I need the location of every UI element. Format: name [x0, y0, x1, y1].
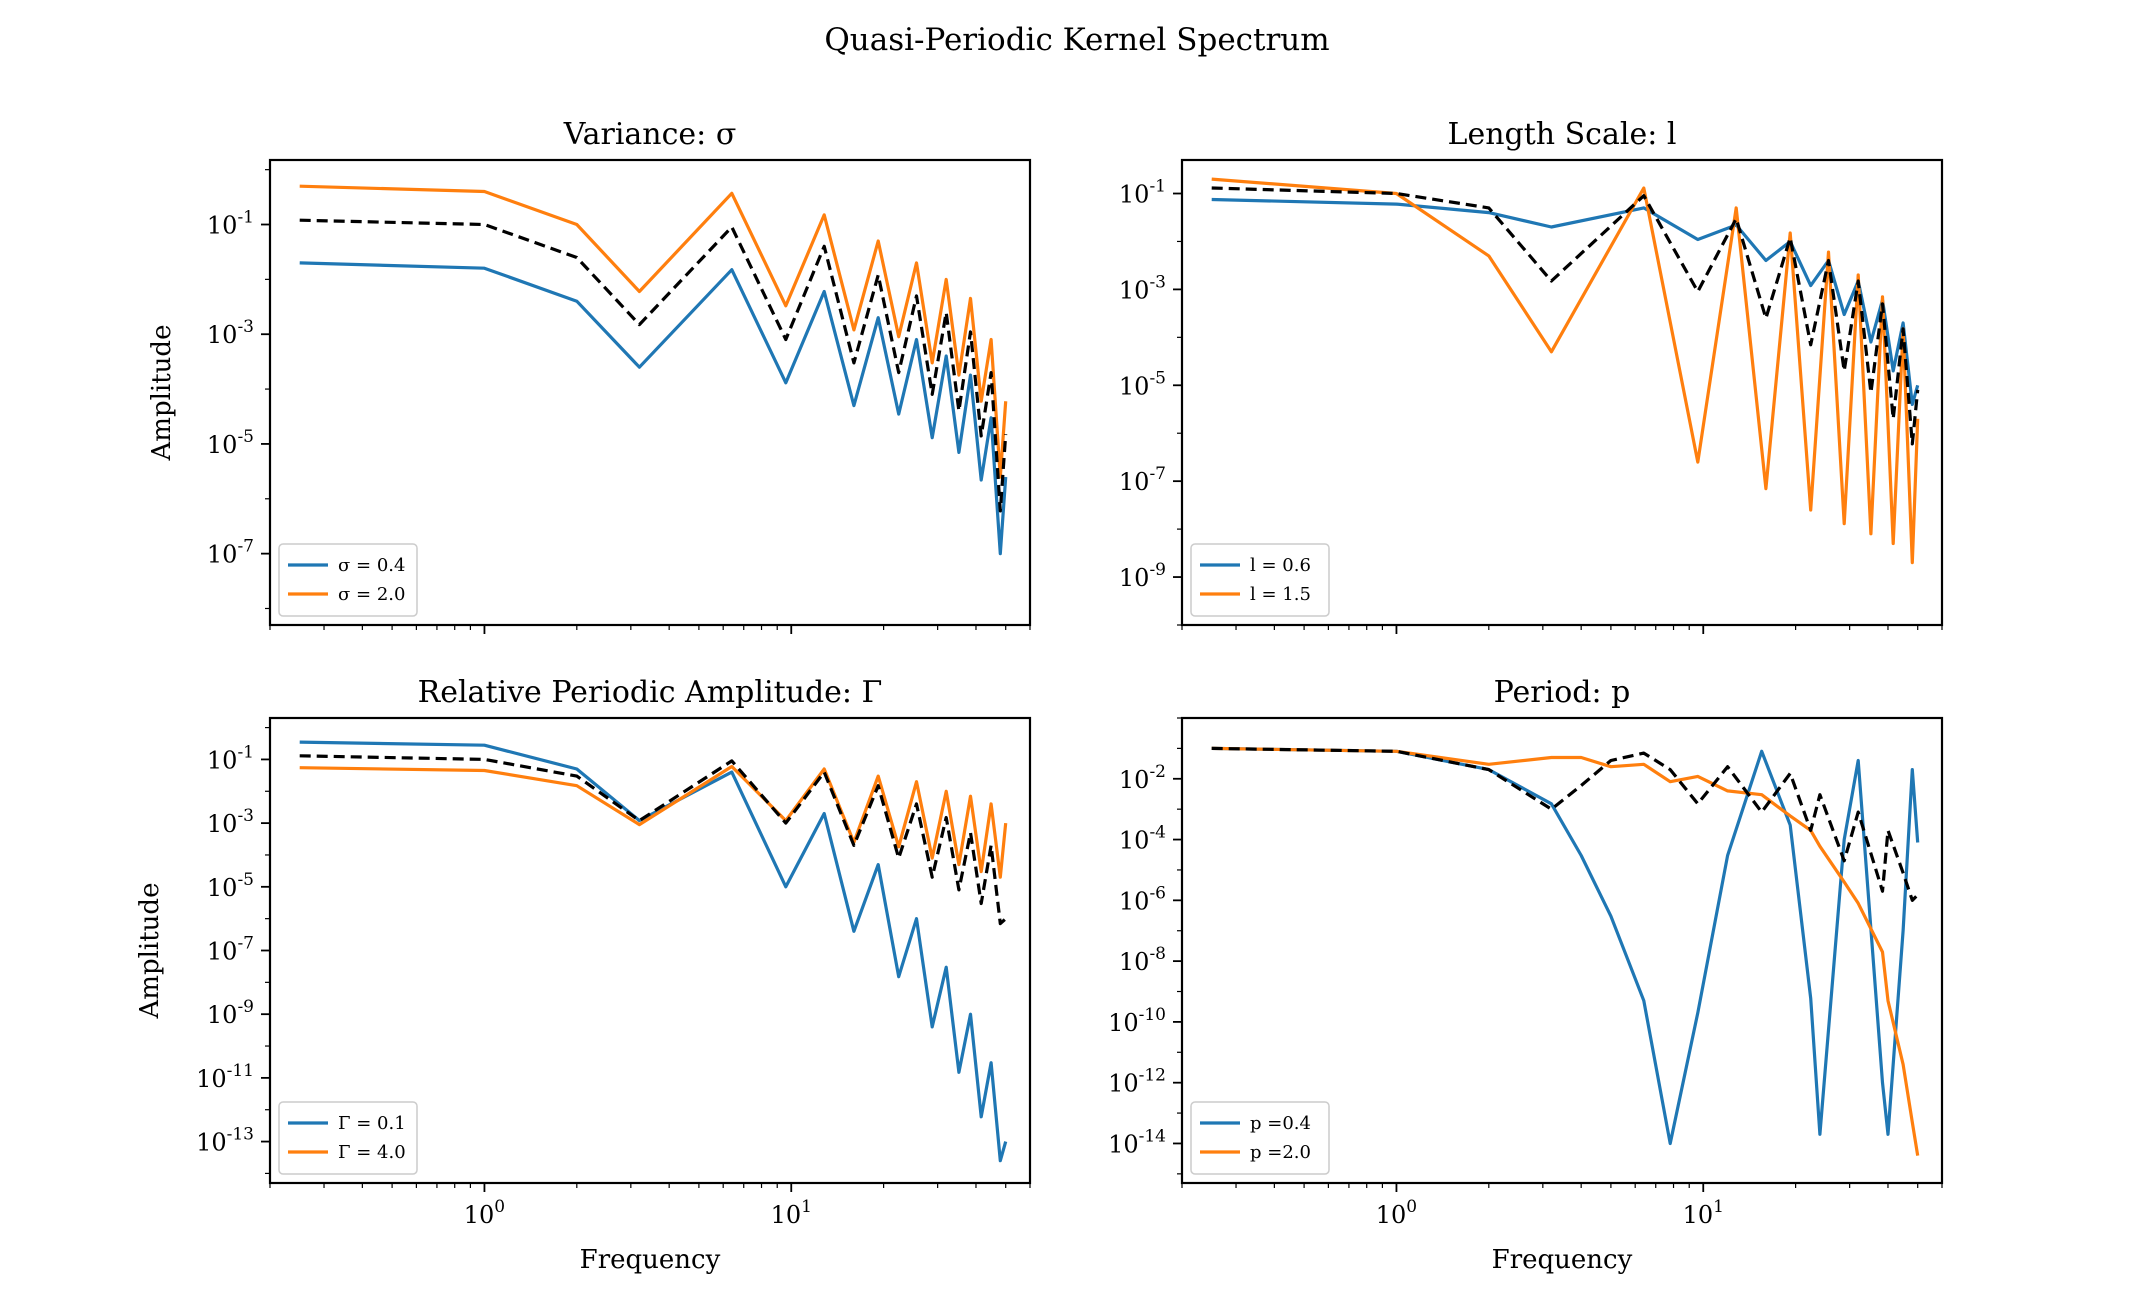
- y-tick-label: 10-4: [1119, 823, 1166, 855]
- y-tick-label: 10-5: [207, 870, 254, 902]
- legend-box: [278, 543, 418, 617]
- x-tick-label: 101: [1683, 1197, 1724, 1229]
- subplot-title: Relative Periodic Amplitude: Γ: [418, 675, 883, 710]
- y-tick-label: 10-1: [1119, 177, 1166, 209]
- subplot-title: Length Scale: l: [1448, 117, 1677, 152]
- legend-entry: σ = 0.4: [338, 555, 405, 576]
- subplot-1: Variance: σ 10-7 10-5 10-3 10-1 Amplitude σ = …: [147, 117, 1032, 634]
- legend-entry: Γ = 0.1: [338, 1113, 406, 1134]
- x-tick-label: 100: [464, 1197, 505, 1229]
- subplot-title: Variance: σ: [563, 117, 737, 152]
- legend-entry: p =2.0: [1250, 1142, 1311, 1163]
- axes-frame: [1180, 716, 1944, 1185]
- x-axis-label: Frequency: [580, 1245, 721, 1275]
- y-tick-label: 10-3: [207, 806, 254, 838]
- series-line-1: [299, 740, 1008, 1163]
- subplot-3: Relative Periodic Amplitude: Γ 100 101 Freq…: [135, 675, 1032, 1275]
- subplot-title: Period: p: [1494, 675, 1631, 710]
- y-tick-label: 10-3: [1119, 272, 1166, 304]
- y-tick-label: 10-13: [196, 1125, 254, 1157]
- y-tick-label: 10-5: [207, 427, 254, 459]
- y-tick-label: 10-8: [1119, 944, 1166, 976]
- legend-entry: l = 1.5: [1250, 584, 1311, 605]
- x-axis: 100 101: [269, 1183, 1031, 1229]
- y-tick-label: 10-1: [207, 208, 254, 240]
- legend-entry: Γ = 4.0: [338, 1142, 406, 1163]
- y-tick-label: 10-7: [207, 537, 254, 569]
- legend-box: [1190, 1101, 1330, 1175]
- legend: p =0.4 p =2.0: [1190, 1101, 1330, 1175]
- y-tick-label: 10-6: [1119, 883, 1166, 915]
- y-tick-label: 10-1: [207, 742, 254, 774]
- axes-frame: [1180, 158, 1944, 627]
- y-axis-label: Amplitude: [147, 325, 177, 462]
- y-tick-label: 10-11: [196, 1061, 254, 1093]
- x-axis: [1181, 625, 1943, 634]
- legend-entry: p =0.4: [1250, 1113, 1311, 1134]
- legend-entry: l = 0.6: [1250, 555, 1311, 576]
- y-tick-label: 10-14: [1108, 1126, 1166, 1158]
- y-tick-label: 10-7: [207, 934, 254, 966]
- legend: σ = 0.4 σ = 2.0: [278, 543, 418, 617]
- x-axis-label: Frequency: [1492, 1245, 1633, 1275]
- series-line-1: [1211, 197, 1920, 406]
- x-tick-label: 101: [771, 1197, 812, 1229]
- subplot-2: Length Scale: l 10-9 10-7 10-5 10-3 10-1 l = 0…: [1119, 117, 1944, 634]
- legend: l = 0.6 l = 1.5: [1190, 543, 1330, 617]
- x-axis: 100 101: [1181, 1183, 1943, 1229]
- legend-box: [278, 1101, 418, 1175]
- legend: Γ = 0.1 Γ = 4.0: [278, 1101, 418, 1175]
- y-tick-label: 10-10: [1108, 1005, 1166, 1037]
- y-tick-label: 10-12: [1108, 1066, 1166, 1098]
- y-tick-label: 10-9: [207, 997, 254, 1029]
- y-tick-label: 10-3: [207, 317, 254, 349]
- series-line-1: [299, 261, 1008, 556]
- y-tick-label: 10-2: [1119, 762, 1166, 794]
- y-tick-label: 10-7: [1119, 464, 1166, 496]
- combined-series-line: [299, 218, 1008, 513]
- legend-box: [1190, 543, 1330, 617]
- series-line-2: [299, 184, 1008, 479]
- x-axis: [269, 625, 1031, 634]
- combined-series-line: [1211, 186, 1920, 446]
- series-line-2: [1211, 177, 1920, 565]
- legend-entry: σ = 2.0: [338, 584, 405, 605]
- combined-series-line: [1211, 746, 1919, 902]
- y-tick-label: 10-5: [1119, 368, 1166, 400]
- subplot-grid: Variance: σ 10-7 10-5 10-3 10-1 Amplitude σ = …: [135, 117, 1944, 1275]
- y-tick-label: 10-9: [1119, 560, 1166, 592]
- axes-frame: [268, 158, 1032, 627]
- y-axis: 10-14 10-12 10-10 10-8 10-6 10-4 10-2: [1108, 717, 1182, 1175]
- y-axis-label: Amplitude: [135, 883, 165, 1020]
- y-axis: 10-13 10-11 10-9 10-7 10-5 10-3 10-1: [196, 726, 270, 1175]
- figure-title: Quasi-Periodic Kernel Spectrum: [824, 22, 1329, 58]
- x-tick-label: 100: [1376, 1197, 1417, 1229]
- y-axis: 10-9 10-7 10-5 10-3 10-1: [1119, 177, 1182, 626]
- series-line-1: [1211, 746, 1920, 1146]
- combined-series-line: [299, 754, 1007, 926]
- y-axis: 10-7 10-5 10-3 10-1: [207, 169, 270, 610]
- series-line-2: [299, 764, 1008, 879]
- series-line-2: [1211, 746, 1920, 1156]
